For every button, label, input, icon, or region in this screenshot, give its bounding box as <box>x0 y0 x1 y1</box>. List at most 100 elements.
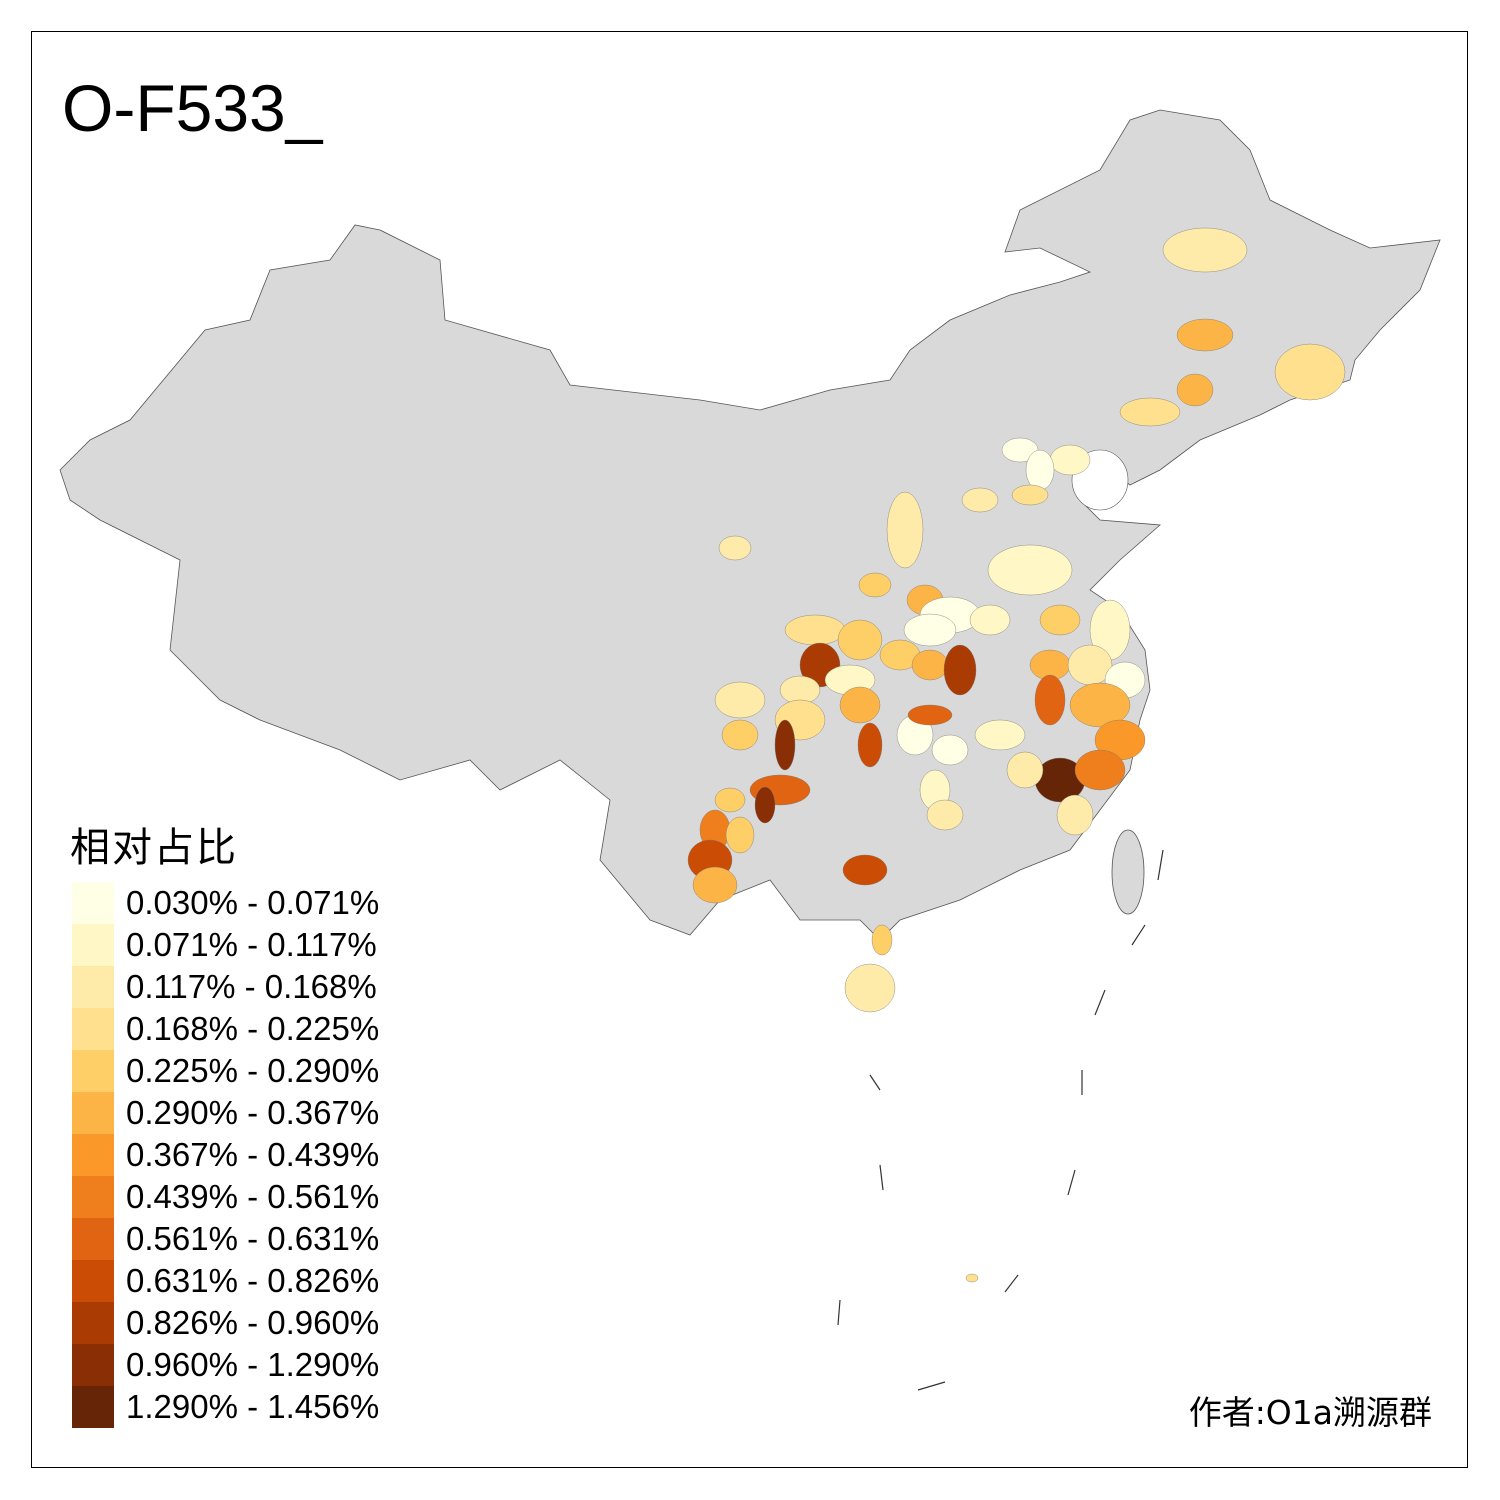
prefecture-region <box>721 719 759 751</box>
prefecture-region <box>858 572 892 598</box>
legend-item: 0.439% - 0.561% <box>72 1176 379 1218</box>
boundary-dash <box>917 1381 946 1391</box>
legend-label: 0.826% - 0.960% <box>126 1304 380 1341</box>
legend-swatch <box>72 1050 114 1092</box>
legend-label: 0.225% - 0.290% <box>126 1052 380 1089</box>
boundary-dash <box>1157 849 1164 881</box>
boundary-dash <box>1004 1274 1019 1293</box>
legend-item: 0.631% - 0.826% <box>72 1260 379 1302</box>
prefecture-region <box>725 816 755 854</box>
legend-item: 0.290% - 0.367% <box>72 1092 379 1134</box>
prefecture-region <box>987 544 1073 596</box>
legend-swatch <box>72 1344 114 1386</box>
boundary-dash <box>1131 924 1146 946</box>
legend-swatch <box>72 1218 114 1260</box>
prefecture-region <box>714 681 766 719</box>
prefecture-region <box>842 854 888 886</box>
prefecture-region <box>1069 682 1131 728</box>
prefecture-region <box>1039 604 1081 636</box>
prefecture-region <box>965 1273 979 1283</box>
legend-label: 0.290% - 0.367% <box>126 1094 380 1131</box>
legend-swatch <box>72 1008 114 1050</box>
prefecture-region <box>839 686 881 724</box>
prefecture-region <box>844 963 896 1013</box>
colored-regions <box>687 227 1346 1283</box>
prefecture-region <box>969 604 1011 636</box>
prefecture-region <box>903 613 957 647</box>
boundary-dash <box>1067 1169 1076 1196</box>
prefecture-region <box>931 734 969 766</box>
author-credit: 作者:O1a溯源群 <box>1188 1393 1432 1432</box>
prefecture-region <box>961 487 999 513</box>
prefecture-region <box>1119 397 1181 427</box>
legend-item: 0.561% - 0.631% <box>72 1218 379 1260</box>
legend-label: 0.367% - 0.439% <box>126 1136 380 1173</box>
legend-label: 0.631% - 0.826% <box>126 1262 380 1299</box>
prefecture-region <box>907 704 953 726</box>
prefecture-region <box>714 787 746 813</box>
boundary-dash <box>837 1299 841 1326</box>
taiwan-shape <box>1111 829 1145 915</box>
legend-label: 0.071% - 0.117% <box>126 926 377 963</box>
legend-label: 0.960% - 1.290% <box>126 1346 380 1383</box>
legend-label: 0.439% - 0.561% <box>126 1178 380 1215</box>
boundary-dash <box>869 1074 881 1091</box>
prefecture-region <box>692 866 738 904</box>
prefecture-region <box>837 619 883 661</box>
legend-label: 0.117% - 0.168% <box>126 968 377 1005</box>
legend-swatch <box>72 1092 114 1134</box>
legend-item: 0.960% - 1.290% <box>72 1344 379 1386</box>
prefecture-region <box>774 719 796 771</box>
legend-swatch <box>72 966 114 1008</box>
prefecture-region <box>857 722 883 768</box>
legend-title: 相对占比 <box>70 825 238 871</box>
prefecture-region <box>1011 484 1049 506</box>
prefecture-region <box>754 786 776 824</box>
legend-swatch <box>72 1134 114 1176</box>
legend-item: 0.225% - 0.290% <box>72 1050 379 1092</box>
prefecture-region <box>1176 373 1214 407</box>
prefecture-region <box>926 799 964 831</box>
legend-swatch <box>72 1260 114 1302</box>
legend-swatch <box>72 1176 114 1218</box>
prefecture-region <box>943 644 977 696</box>
prefecture-region <box>718 535 752 561</box>
prefecture-region <box>1056 794 1094 836</box>
map-title: O-F533_ <box>62 71 323 145</box>
legend-swatch <box>72 1386 114 1428</box>
mainland-shape <box>59 109 1441 941</box>
legend-label: 1.290% - 1.456% <box>126 1388 380 1425</box>
legend-swatch <box>72 882 114 924</box>
prefecture-region <box>1034 674 1066 726</box>
prefecture-region <box>911 649 949 681</box>
legend-label: 0.030% - 0.071% <box>126 884 380 921</box>
prefecture-region <box>886 491 924 569</box>
prefecture-region <box>871 924 893 956</box>
boundary-dash <box>879 1164 884 1191</box>
prefecture-region <box>1049 444 1091 476</box>
legend-item: 0.367% - 0.439% <box>72 1134 379 1176</box>
legend-item: 0.826% - 0.960% <box>72 1302 379 1344</box>
legend-label: 0.168% - 0.225% <box>126 1010 380 1047</box>
prefecture-region <box>1025 449 1055 491</box>
prefecture-region <box>1274 343 1346 401</box>
china-base-map <box>59 109 1441 1391</box>
prefecture-region <box>974 719 1026 751</box>
boundary-dash <box>1094 989 1106 1016</box>
legend-item: 0.030% - 0.071% <box>72 882 379 924</box>
prefecture-region <box>1074 749 1126 791</box>
legend-swatch <box>72 1302 114 1344</box>
legend: 0.030% - 0.071% 0.071% - 0.117% 0.117% - 0… <box>72 882 379 1428</box>
legend-swatch <box>72 924 114 966</box>
prefecture-region <box>784 614 846 646</box>
prefecture-region <box>1162 227 1248 273</box>
map-frame <box>31 31 1468 1468</box>
legend-item: 0.117% - 0.168% <box>72 966 379 1008</box>
prefecture-region <box>1006 751 1044 789</box>
prefecture-region <box>1176 318 1234 352</box>
legend-item: 0.168% - 0.225% <box>72 1008 379 1050</box>
legend-label: 0.561% - 0.631% <box>126 1220 380 1257</box>
legend-item: 0.071% - 0.117% <box>72 924 379 966</box>
legend-item: 1.290% - 1.456% <box>72 1386 379 1428</box>
